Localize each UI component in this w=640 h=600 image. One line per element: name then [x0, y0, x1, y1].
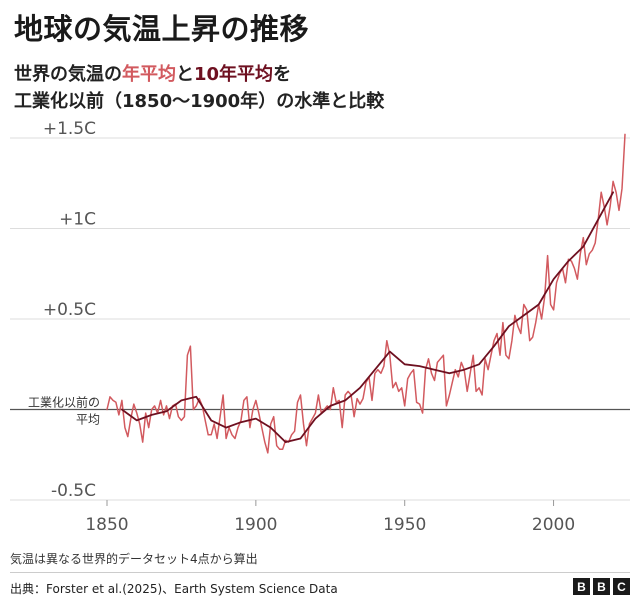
- y-tick-label: -0.5C: [51, 481, 96, 501]
- subtitle-annual-highlight: 年平均: [122, 64, 176, 85]
- y-tick-label: +1C: [59, 210, 96, 230]
- data-note: 気温は異なる世界的データセット4点から算出: [10, 552, 258, 566]
- grid-layer: [10, 137, 630, 506]
- y-tick-label: +0.5C: [43, 300, 96, 320]
- chart-title: 地球の気温上昇の推移: [14, 12, 310, 46]
- baseline-label-line1: 工業化以前の: [28, 395, 100, 410]
- logo-letter-c: C: [613, 578, 630, 595]
- x-tick-label: 1850: [85, 515, 128, 535]
- x-tick-label: 2000: [532, 515, 575, 535]
- subtitle-text-2: を: [273, 64, 292, 85]
- source-credit: 出典：Forster et al.(2025)、Earth System Sci…: [10, 582, 338, 596]
- subtitle-text-1: 世界の気温の: [14, 64, 122, 85]
- baseline-label-line2: 平均: [76, 413, 100, 427]
- y-tick-label: +1.5C: [43, 120, 96, 139]
- bbc-logo: B B C: [573, 578, 630, 595]
- series-layer: [106, 133, 626, 454]
- subtitle-decadal-highlight: 10年平均: [194, 64, 274, 85]
- logo-letter-b1: B: [573, 578, 590, 595]
- chart-subtitle-line2: 工業化以前（1850〜1900年）の水準と比較: [14, 91, 385, 112]
- chart-subtitle-line1: 世界の気温の年平均と10年平均を: [14, 60, 291, 86]
- x-tick-label: 1900: [234, 515, 277, 535]
- x-tick-label: 1950: [383, 515, 426, 535]
- annual-average-line: [106, 133, 626, 454]
- footer-divider: [10, 572, 630, 573]
- decadal-average-line: [121, 191, 614, 444]
- subtitle-text-and: と: [176, 64, 194, 85]
- logo-letter-b2: B: [593, 578, 610, 595]
